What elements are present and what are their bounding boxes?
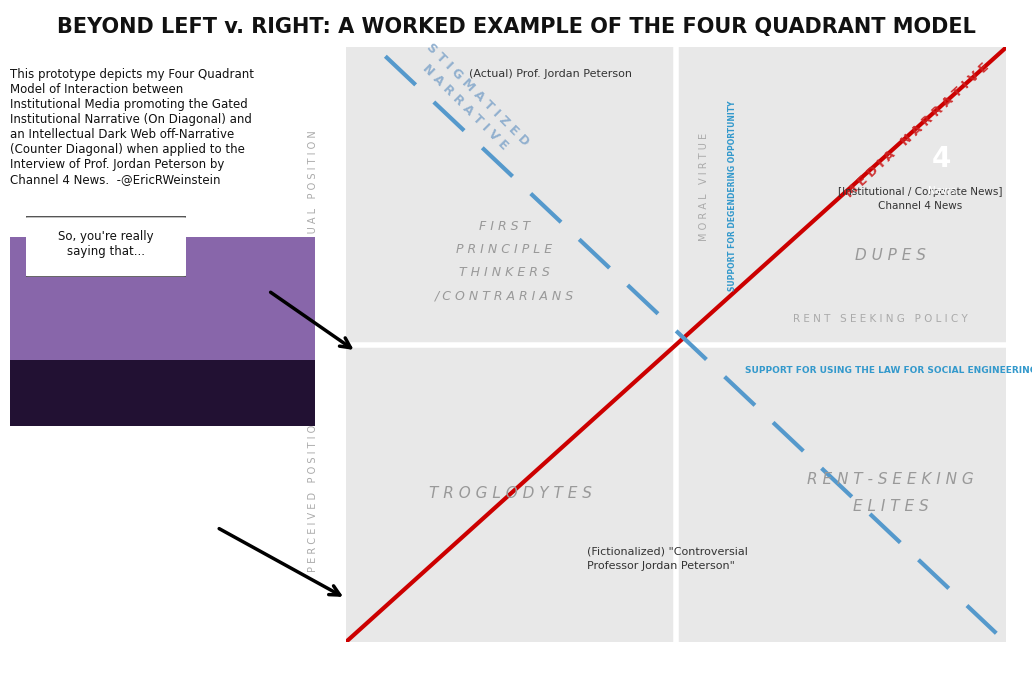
Text: SUPPORT FOR USING THE LAW FOR SOCIAL ENGINEERING: SUPPORT FOR USING THE LAW FOR SOCIAL ENG… bbox=[744, 366, 1032, 375]
Text: P E R C E I V E D   P O S I T I O N: P E R C E I V E D P O S I T I O N bbox=[308, 414, 318, 573]
Text: T R O G L O D Y T E S: T R O G L O D Y T E S bbox=[429, 486, 592, 501]
Text: News: News bbox=[928, 186, 956, 195]
Text: M E D I A   N A R R A T I V E: M E D I A N A R R A T I V E bbox=[843, 61, 992, 201]
Text: [Institutional / Corporate News]
Channel 4 News: [Institutional / Corporate News] Channel… bbox=[838, 187, 1002, 212]
Text: R E N T   S E E K I N G   P O L I C Y: R E N T S E E K I N G P O L I C Y bbox=[794, 314, 968, 324]
Text: A C T U A L   P O S I T I O N: A C T U A L P O S I T I O N bbox=[308, 130, 318, 262]
Bar bbox=[676, 47, 1006, 345]
Text: (Fictionalized) "Controversial
Professor Jordan Peterson": (Fictionalized) "Controversial Professor… bbox=[587, 547, 747, 571]
Text: F I R S T
P R I N C I P L E
T H I N K E R S
/ C O N T R A R I A N S: F I R S T P R I N C I P L E T H I N K E … bbox=[434, 220, 574, 302]
Text: 4: 4 bbox=[932, 145, 952, 173]
Text: S T I G M A T I Z E D
N A R R A T I V E: S T I G M A T I Z E D N A R R A T I V E bbox=[411, 41, 531, 161]
FancyBboxPatch shape bbox=[21, 216, 191, 277]
Text: This prototype depicts my Four Quadrant
Model of Interaction between
Institution: This prototype depicts my Four Quadrant … bbox=[10, 68, 254, 186]
Text: D U P E S: D U P E S bbox=[856, 248, 926, 263]
Text: So, you're really
saying that...: So, you're really saying that... bbox=[58, 230, 154, 258]
Bar bbox=[10, 360, 315, 426]
Text: (Actual) Prof. Jordan Peterson: (Actual) Prof. Jordan Peterson bbox=[469, 69, 632, 79]
Text: M O R A L   V I R T U E: M O R A L V I R T U E bbox=[699, 133, 709, 241]
Bar bbox=[676, 345, 1006, 642]
Text: BEYOND LEFT v. RIGHT: A WORKED EXAMPLE OF THE FOUR QUADRANT MODEL: BEYOND LEFT v. RIGHT: A WORKED EXAMPLE O… bbox=[57, 17, 975, 37]
Text: SUPPORT FOR DEGENDERING OPPORTUNITY: SUPPORT FOR DEGENDERING OPPORTUNITY bbox=[728, 101, 737, 291]
Bar bbox=[346, 345, 676, 642]
Text: R E N T - S E E K I N G
E L I T E S: R E N T - S E E K I N G E L I T E S bbox=[807, 473, 974, 514]
Bar bbox=[346, 47, 676, 345]
